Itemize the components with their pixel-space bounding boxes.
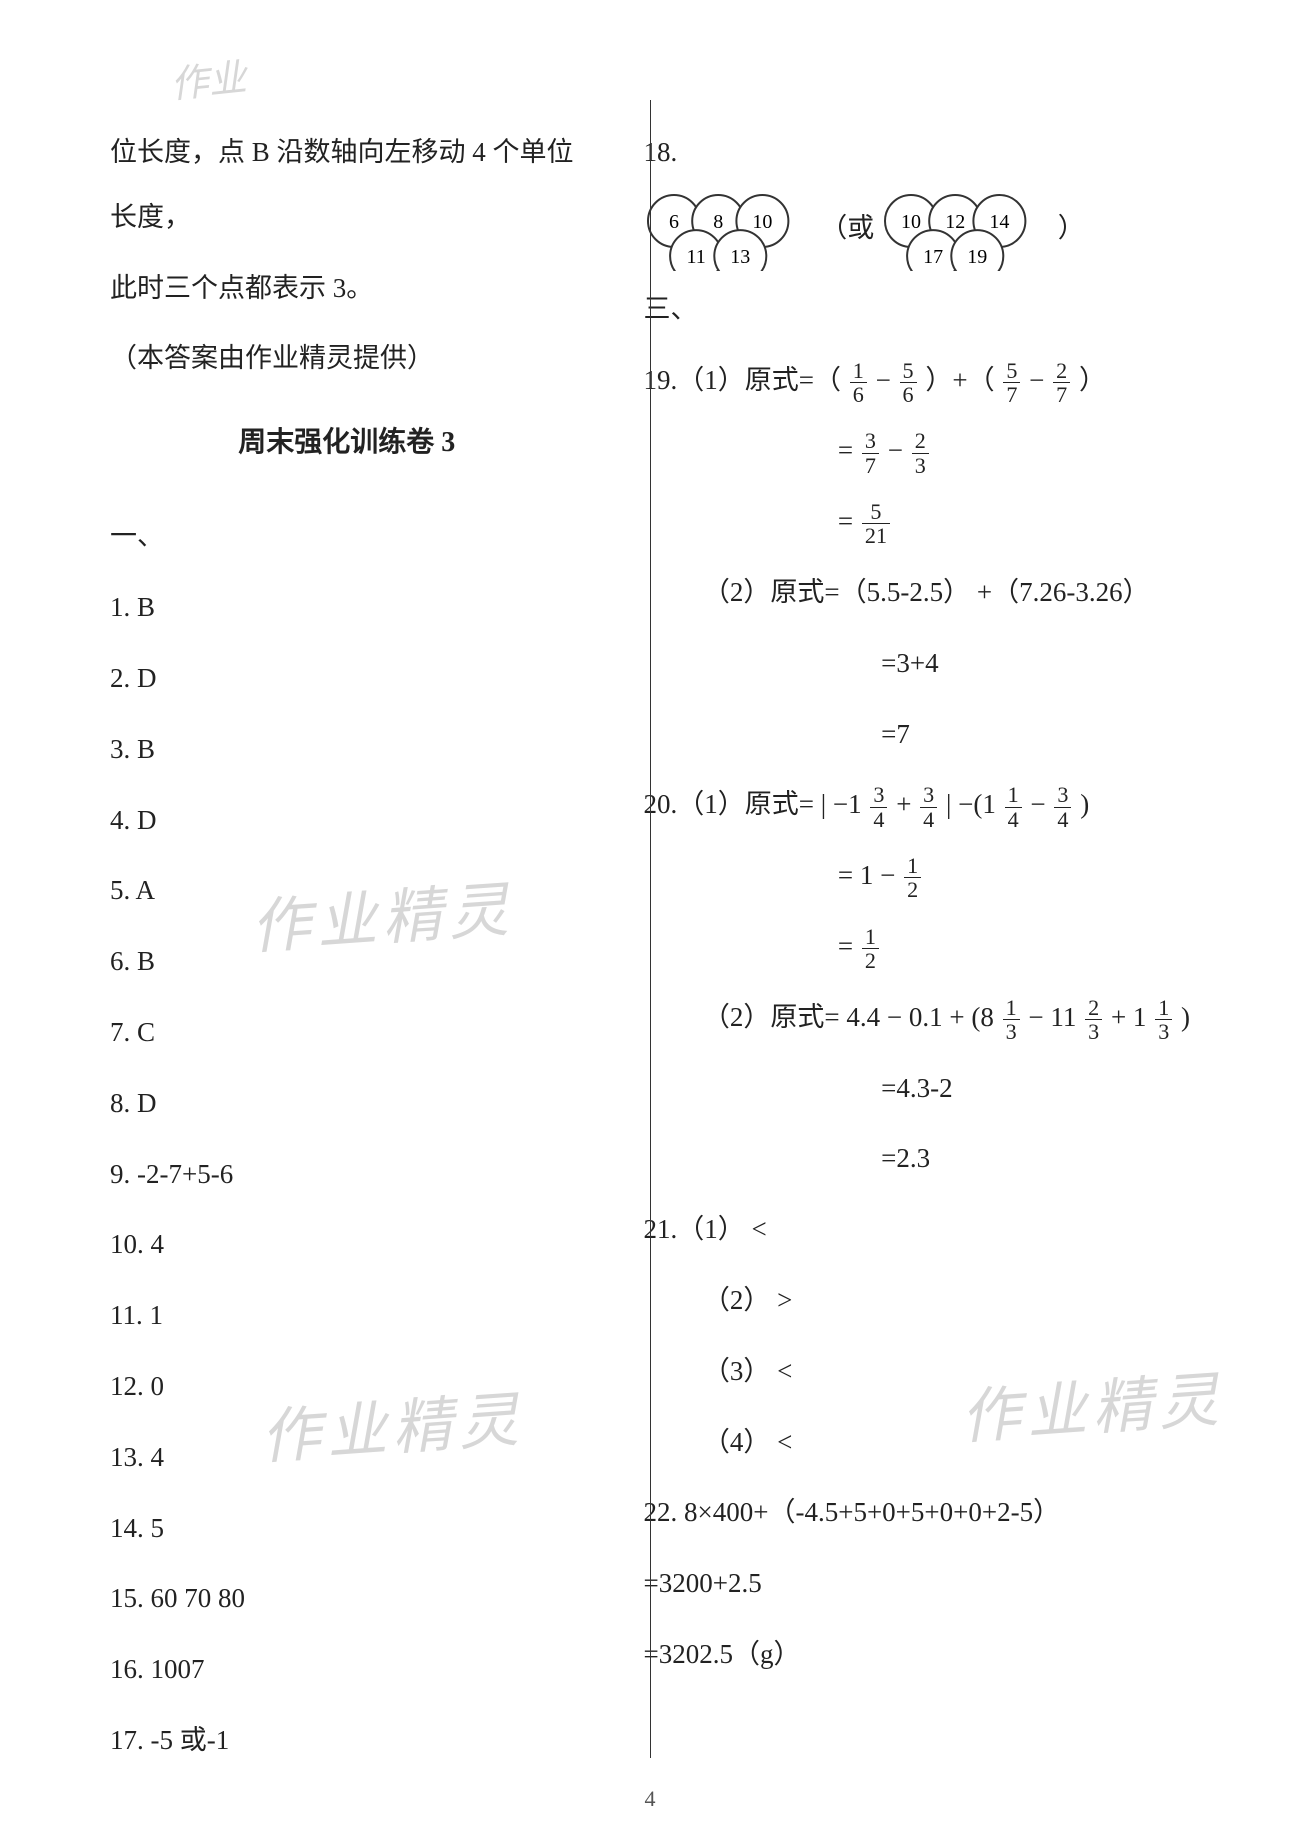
frac-2-3: 23 <box>912 429 929 476</box>
answer-14: 14. 5 <box>110 1496 584 1561</box>
q20-1-e: ) <box>1080 789 1089 819</box>
q22-step2: =3200+2.5 <box>644 1551 1190 1616</box>
section-1-heading: 一、 <box>110 504 584 569</box>
q19-1-s2b: − <box>888 435 910 465</box>
frac-3-4-c: 34 <box>1054 783 1071 830</box>
svg-text:19: 19 <box>967 246 987 268</box>
page: 位长度，点 B 沿数轴向左移动 4 个单位长度， 此时三个点都表示 3。 （本答… <box>0 0 1300 1838</box>
q20-2-b: − 11 <box>1028 1002 1076 1032</box>
q19-1-d: − <box>1029 365 1051 395</box>
answer-2: 2. D <box>110 646 584 711</box>
continuation-text-2: 此时三个点都表示 3。 <box>110 256 584 321</box>
svg-text:10: 10 <box>901 211 921 233</box>
answer-12: 12. 0 <box>110 1354 584 1419</box>
q20-1-b: + <box>896 789 918 819</box>
answer-3: 3. B <box>110 717 584 782</box>
answer-9: 9. -2-7+5-6 <box>110 1142 584 1207</box>
q20-2-d: ) <box>1181 1002 1190 1032</box>
frac-5-6: 56 <box>900 359 917 406</box>
q21-2: （2） > <box>644 1268 1190 1333</box>
q19-1-step3: = 521 <box>644 489 1190 554</box>
q20-1-s2a: = 1 − <box>838 860 902 890</box>
svg-text:17: 17 <box>923 246 943 268</box>
frac-2-7: 27 <box>1053 359 1070 406</box>
q20-2-step1: （2）原式= 4.4 − 0.1 + (8 13 − 11 23 + 1 13 … <box>644 985 1190 1050</box>
svg-text:6: 6 <box>669 211 679 233</box>
svg-text:8: 8 <box>713 211 723 233</box>
worksheet-title: 周末强化训练卷 3 <box>110 409 584 476</box>
frac-3-7: 37 <box>862 429 879 476</box>
frac-1-2-a: 12 <box>904 854 921 901</box>
frac-5-7: 57 <box>1003 359 1020 406</box>
q20-1-step3: = 12 <box>644 914 1190 979</box>
q19-1-step1: 19.（1）原式=（ 16 − 56 ）+（ 57 − 27 ） <box>644 348 1190 413</box>
q20-2-c: + 1 <box>1111 1002 1146 1032</box>
answer-5: 5. A <box>110 858 584 923</box>
frac-1-3-b: 13 <box>1155 996 1172 1043</box>
q22-step3: =3202.5（g） <box>644 1622 1190 1687</box>
q20-2-step2: =4.3-2 <box>644 1056 1190 1121</box>
answer-8: 8. D <box>110 1071 584 1136</box>
q20-2-a: （2）原式= 4.4 − 0.1 + (8 <box>703 1002 994 1032</box>
circle-diagram-a: 6 8 10 11 13 <box>644 191 814 271</box>
q19-1-c: ）+（ <box>925 365 994 395</box>
svg-text:12: 12 <box>945 211 965 233</box>
q19-1-e: ） <box>1079 365 1106 395</box>
q20-1-d: − <box>1030 789 1052 819</box>
q19-1-b: − <box>876 365 898 395</box>
svg-text:13: 13 <box>730 246 750 268</box>
right-column: 18. 6 8 10 11 13 （或 10 12 14 17 19 ） 三、 19.（1）原式… <box>604 120 1190 1798</box>
answer-18-label: 18. <box>644 120 1190 185</box>
q20-2-step3: =2.3 <box>644 1126 1190 1191</box>
svg-text:10: 10 <box>752 211 772 233</box>
answer-7: 7. C <box>110 1000 584 1065</box>
q21-3: （3） < <box>644 1339 1190 1404</box>
answer-11: 11. 1 <box>110 1283 584 1348</box>
q19-1-a: 19.（1）原式=（ <box>644 365 841 395</box>
answer-1: 1. B <box>110 575 584 640</box>
q19-1-s2a: = <box>838 435 860 465</box>
section-3-heading: 三、 <box>644 277 1190 342</box>
svg-text:11: 11 <box>686 246 705 268</box>
answer-4: 4. D <box>110 788 584 853</box>
frac-3-4-b: 34 <box>920 783 937 830</box>
frac-3-4-a: 34 <box>870 783 887 830</box>
answer-10: 10. 4 <box>110 1212 584 1277</box>
frac-1-6: 16 <box>850 359 867 406</box>
frac-1-3-a: 13 <box>1003 996 1020 1043</box>
answer-6: 6. B <box>110 929 584 994</box>
continuation-text-1: 位长度，点 B 沿数轴向左移动 4 个单位长度， <box>110 120 584 250</box>
frac-5-21: 521 <box>862 500 890 547</box>
frac-1-4: 14 <box>1005 783 1022 830</box>
answer-15: 15. 60 70 80 <box>110 1566 584 1631</box>
q19-1-step2: = 37 − 23 <box>644 418 1190 483</box>
left-column: 位长度，点 B 沿数轴向左移动 4 个单位长度， 此时三个点都表示 3。 （本答… <box>110 120 604 1798</box>
column-divider <box>650 100 651 1758</box>
q19-2-step3: =7 <box>644 702 1190 767</box>
q20-1-s3a: = <box>838 931 860 961</box>
answer-18-diagram-row: 6 8 10 11 13 （或 10 12 14 17 19 ） <box>644 191 1190 271</box>
q20-1-step2: = 1 − 12 <box>644 843 1190 908</box>
q19-2-step1: （2）原式=（5.5-2.5） +（7.26-3.26） <box>644 560 1190 625</box>
provider-note: （本答案由作业精灵提供） <box>110 326 584 391</box>
q21-4: （4） < <box>644 1410 1190 1475</box>
q22-step1: 22. 8×400+（-4.5+5+0+5+0+0+2-5） <box>644 1480 1190 1545</box>
q20-1-c: | −(1 <box>946 789 996 819</box>
q20-1-step1: 20.（1）原式= | −1 34 + 34 | −(1 14 − 34 ) <box>644 772 1190 837</box>
frac-1-2-b: 12 <box>862 925 879 972</box>
q20-1-a: 20.（1）原式= | −1 <box>644 789 862 819</box>
circle-diagram-b: 10 12 14 17 19 <box>881 191 1051 271</box>
answer-17: 17. -5 或-1 <box>110 1708 584 1773</box>
q19-1-s3a: = <box>838 506 860 536</box>
q21-1: 21.（1） < <box>644 1197 1190 1262</box>
q19-2-step2: =3+4 <box>644 631 1190 696</box>
or-label-open: （或 <box>820 213 874 243</box>
page-number: 4 <box>0 1786 1300 1812</box>
frac-2-3-b: 23 <box>1085 996 1102 1043</box>
or-label-close: ） <box>1058 213 1085 243</box>
svg-text:14: 14 <box>989 211 1009 233</box>
answer-16: 16. 1007 <box>110 1637 584 1702</box>
answer-13: 13. 4 <box>110 1425 584 1490</box>
